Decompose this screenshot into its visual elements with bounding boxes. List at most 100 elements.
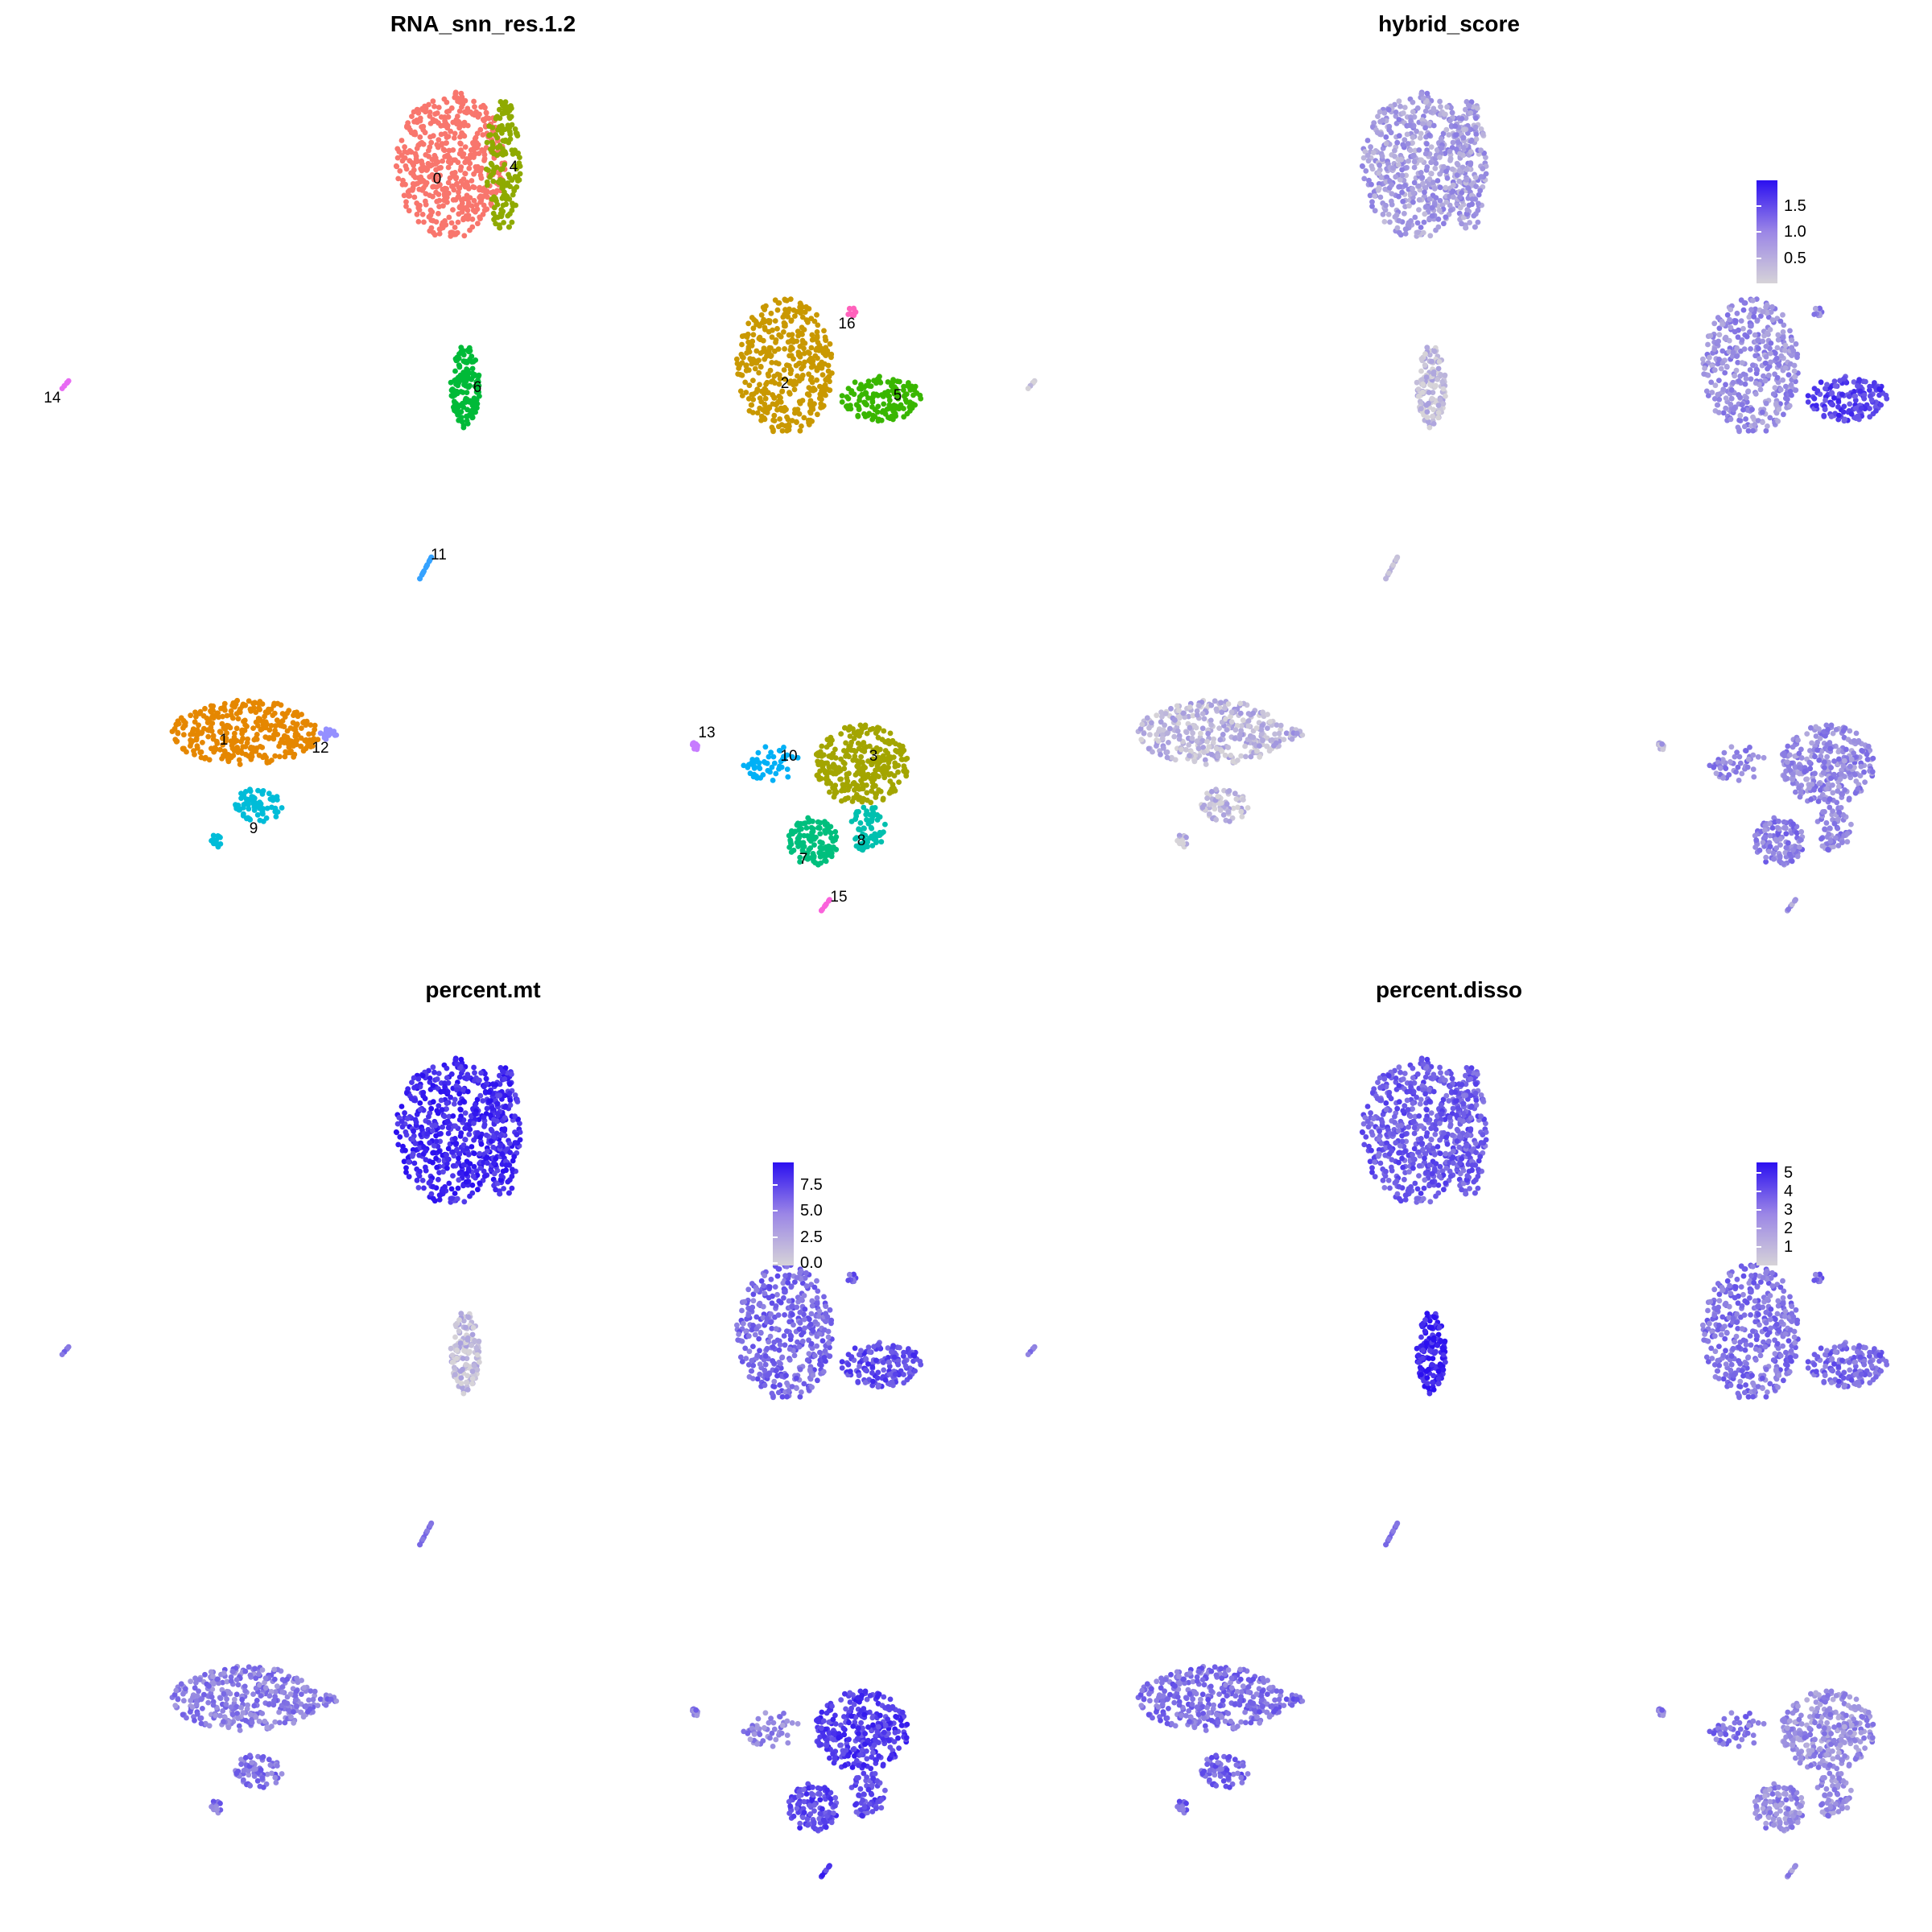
data-point [874, 811, 881, 818]
data-point [1440, 130, 1447, 137]
data-point [1232, 736, 1238, 741]
data-point [444, 199, 450, 205]
data-point [1773, 350, 1778, 357]
data-point [808, 374, 815, 381]
data-point [1733, 367, 1740, 374]
data-point [1400, 142, 1406, 148]
data-point [1752, 832, 1758, 839]
data-point [228, 712, 234, 718]
chart-title: RNA_snn_res.1.2 [390, 11, 576, 36]
data-point [1815, 799, 1822, 804]
data-point [1216, 725, 1222, 731]
data-point [1212, 806, 1218, 812]
data-point [1782, 849, 1789, 856]
data-point [246, 806, 252, 812]
data-point [411, 194, 418, 200]
data-point [1164, 749, 1170, 755]
data-point [1797, 770, 1802, 777]
data-point [1753, 366, 1760, 373]
data-point [1873, 408, 1879, 414]
data-point [1377, 109, 1383, 115]
data-point [1767, 415, 1773, 421]
data-point [1728, 759, 1733, 765]
data-point [1762, 828, 1768, 833]
data-point [752, 365, 758, 372]
data-point [1750, 414, 1756, 420]
data-point [1164, 754, 1170, 761]
data-point [1194, 708, 1200, 714]
data-point [778, 407, 785, 413]
data-point [1778, 353, 1785, 359]
data-point [1144, 715, 1150, 721]
legend-tick-label: 1.5 [1757, 197, 1806, 215]
data-point [829, 737, 835, 743]
data-point [463, 204, 469, 211]
data-point [456, 125, 462, 131]
data-point [762, 307, 768, 312]
data-point [1459, 190, 1465, 196]
data-point [1410, 99, 1416, 105]
data-point [427, 212, 434, 218]
data-point [770, 753, 777, 760]
data-point [453, 377, 459, 382]
data-point [786, 380, 793, 386]
data-point [1768, 359, 1773, 365]
data-point [1430, 390, 1436, 395]
data-point [458, 164, 464, 170]
data-point [794, 419, 799, 425]
data-point [1767, 844, 1773, 849]
data-point [192, 719, 198, 725]
data-point [768, 310, 774, 316]
data-point [506, 124, 513, 130]
data-point [820, 851, 827, 857]
data-point [756, 336, 762, 341]
data-point [771, 394, 777, 400]
data-point [903, 769, 910, 775]
data-point [473, 202, 480, 208]
data-point [273, 723, 279, 729]
data-point [417, 576, 423, 582]
data-point [1419, 175, 1426, 180]
cluster-label: 9 [250, 820, 258, 837]
data-point [1441, 221, 1447, 227]
data-point [402, 163, 409, 169]
data-point [1824, 753, 1830, 760]
data-point [1174, 728, 1181, 734]
data-point [1452, 123, 1459, 130]
data-point [1844, 831, 1851, 836]
data-point [189, 738, 196, 744]
data-point [1790, 771, 1796, 778]
data-point [1383, 576, 1389, 582]
data-point [459, 419, 465, 425]
data-point [328, 730, 334, 737]
data-point [171, 725, 178, 732]
data-point [242, 717, 248, 724]
data-point [859, 846, 865, 852]
data-point [484, 188, 490, 194]
data-point [310, 730, 316, 737]
data-point [1471, 213, 1477, 219]
data-point [871, 776, 877, 782]
data-point [315, 737, 321, 742]
data-point [1429, 358, 1435, 365]
data-point [439, 141, 445, 147]
data-point [751, 765, 758, 771]
data-point [886, 406, 893, 411]
data-point [863, 390, 869, 396]
data-point [471, 1163, 477, 1170]
data-point [1454, 172, 1460, 179]
data-point [1771, 856, 1777, 862]
data-point [1472, 175, 1479, 180]
data-point [794, 338, 800, 345]
data-point [791, 356, 796, 362]
data-point [1159, 735, 1166, 741]
data-point [464, 407, 470, 413]
data-point [453, 175, 460, 180]
data-point [258, 801, 264, 807]
data-point [693, 741, 699, 747]
data-point [1198, 730, 1203, 737]
data-point [803, 825, 810, 831]
data-point [1825, 781, 1831, 787]
data-point [449, 386, 456, 392]
data-point [1174, 838, 1180, 844]
